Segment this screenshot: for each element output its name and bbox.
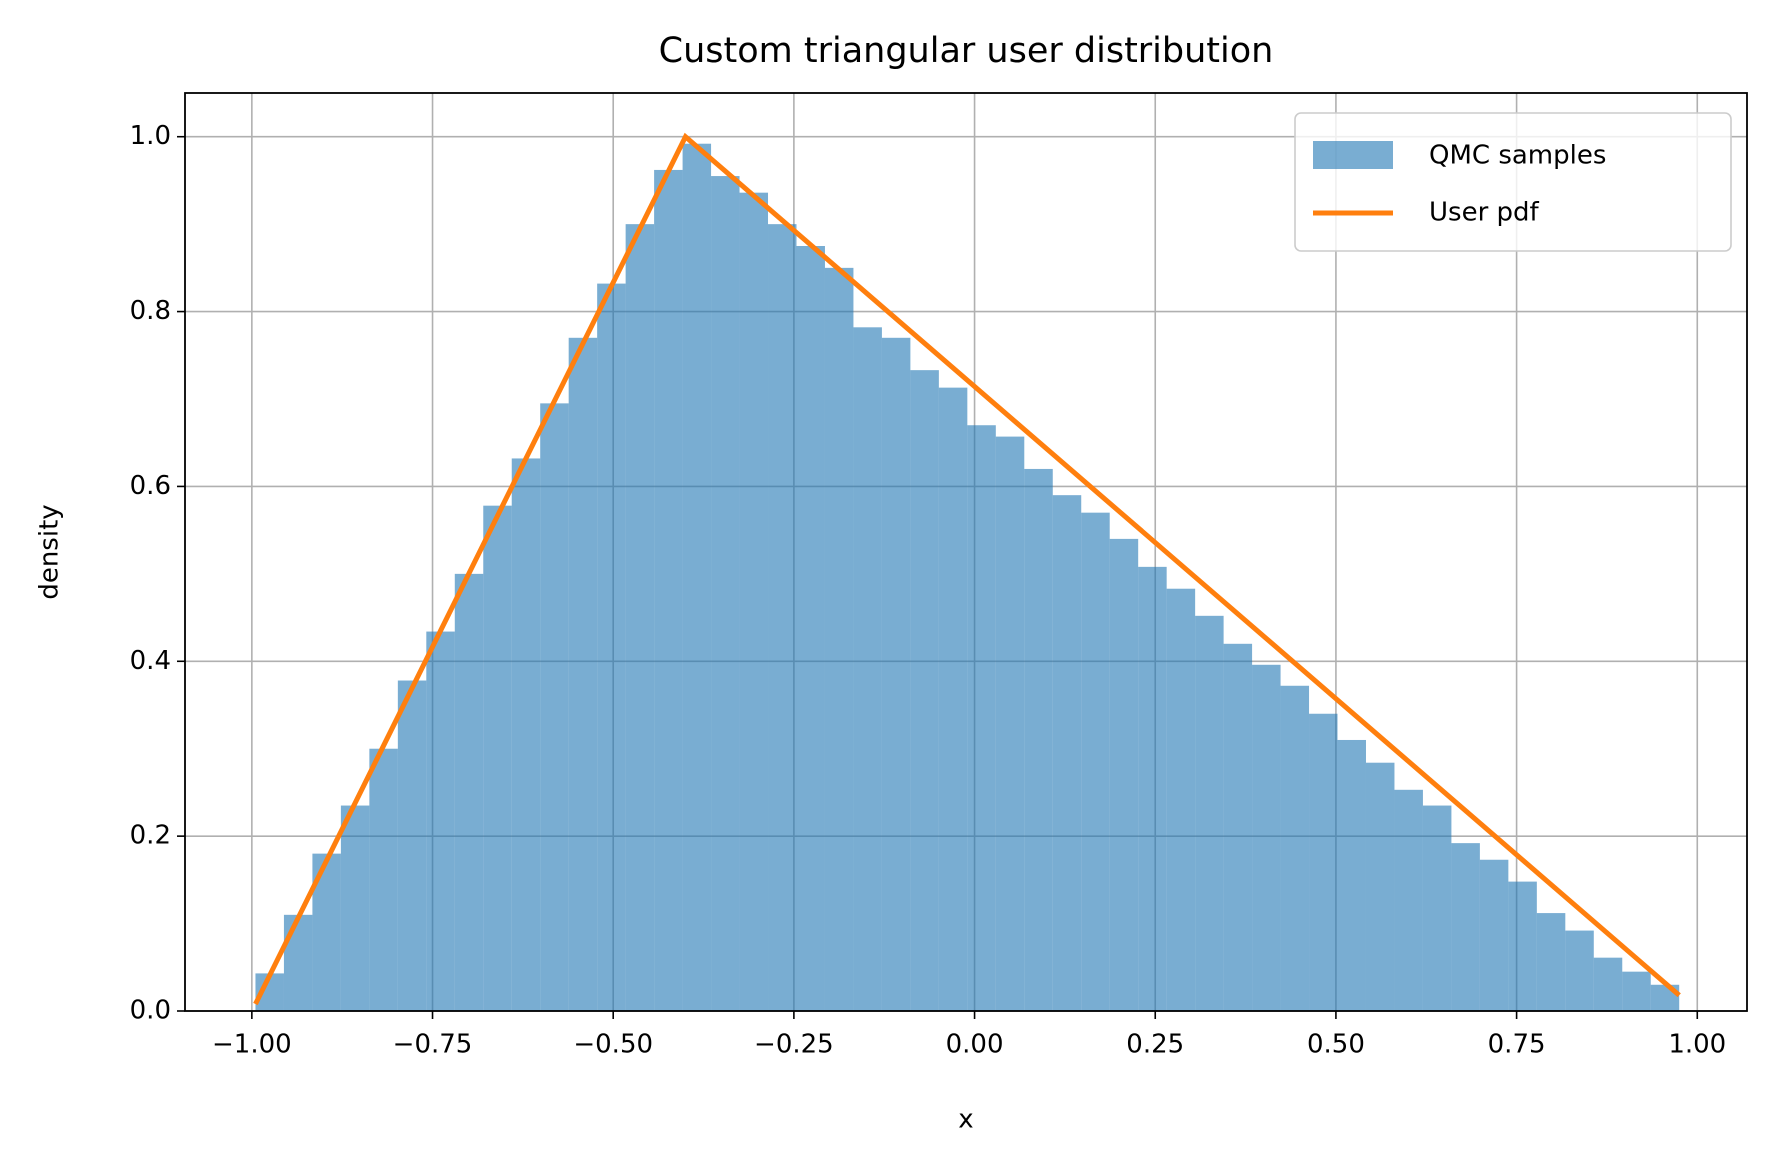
histogram-bar [768,224,797,1012]
histogram-bar [967,425,996,1011]
histogram-bar [540,403,569,1011]
histogram-bar [1195,615,1224,1011]
x-tick-label: −0.25 [754,1030,834,1060]
histogram-bar [597,283,626,1011]
y-tick-label: 0.2 [130,821,171,851]
y-axis-label: density [35,504,65,599]
legend-label: QMC samples [1429,141,1606,171]
histogram-bar [397,680,427,1011]
y-tick-label: 0.6 [130,471,171,501]
histogram-bar [1024,468,1053,1011]
x-tick-label: −0.50 [573,1030,653,1060]
x-axis-label: x [958,1105,973,1135]
histogram-bar [881,337,911,1011]
histogram-bar [1536,913,1566,1011]
x-tick-label: −0.75 [393,1030,473,1060]
x-tick-label: 1.00 [1668,1030,1726,1060]
x-tick-label: −1.00 [212,1030,292,1060]
histogram-bar [995,436,1025,1011]
histogram-bar [568,337,598,1011]
histogram-bar [1565,930,1594,1011]
histogram-bar [1280,685,1310,1011]
histogram-bar [1166,588,1196,1011]
legend-box [1294,112,1732,252]
x-tick-label: 0.50 [1307,1030,1365,1060]
histogram-bar [1109,538,1139,1011]
histogram-bar [853,327,882,1011]
histogram-bar [654,169,683,1012]
histogram-bar [824,267,854,1011]
chart-title: Custom triangular user distribution [659,31,1274,71]
axes-frame [184,92,1748,1012]
y-tick-label: 1.0 [130,121,171,151]
histogram-bar [454,573,484,1011]
histogram-bar [796,246,825,1011]
y-tick-label: 0.8 [130,296,171,326]
histogram-bar [1052,495,1082,1012]
histogram-bar [625,224,655,1012]
histogram-bar [1593,957,1623,1011]
histogram-bar [1451,843,1480,1011]
x-tick-label: 0.75 [1488,1030,1546,1060]
histogram-bar [1223,643,1253,1011]
histogram-bar [1622,971,1651,1011]
histogram-bar [369,748,398,1011]
histogram-bar [910,370,939,1011]
histogram-bar [1138,566,1167,1011]
histogram-bar [1365,762,1395,1011]
pdf-line [253,132,1681,1006]
histogram-bar [1479,859,1509,1011]
histogram-bar [1422,805,1452,1011]
histogram-bar [711,176,740,1012]
histogram-bar [1508,881,1537,1011]
legend-swatch [1313,141,1393,169]
histogram-bar [483,505,512,1011]
y-tick-label: 0.0 [130,996,171,1026]
histogram-bar [1394,789,1423,1011]
histogram-bar [739,192,769,1011]
y-tick-label: 0.4 [130,646,171,676]
histogram-bar [682,143,712,1012]
histogram-bar [340,805,370,1011]
x-tick-label: 0.25 [1126,1030,1184,1060]
histogram-bar [1081,512,1110,1011]
histogram-bar [938,387,968,1011]
x-tick-label: 0.00 [946,1030,1004,1060]
histogram-bar [283,914,313,1011]
histogram-bar [426,631,455,1011]
legend-label: User pdf [1429,198,1540,228]
histogram-bar [1337,739,1366,1011]
histogram-bar [511,458,541,1011]
histogram-bar [1252,664,1281,1011]
histogram-bar [1309,713,1338,1011]
